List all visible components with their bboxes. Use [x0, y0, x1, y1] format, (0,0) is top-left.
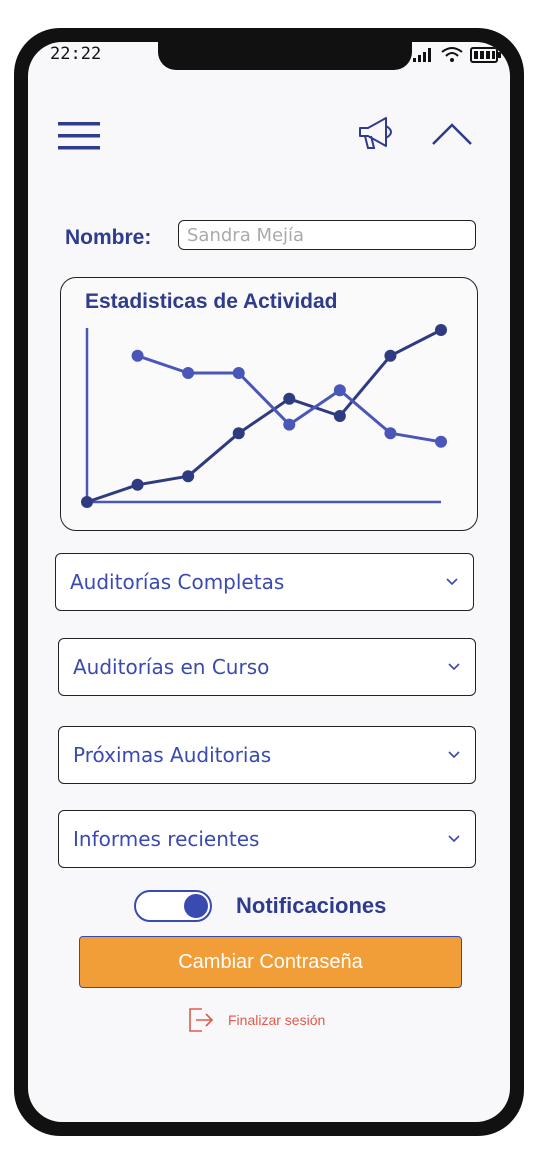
series-0-point: [333, 410, 346, 422]
chart-title: Estadisticas de Actividad: [85, 290, 338, 313]
status-icons: [412, 46, 502, 64]
series-1-point: [384, 427, 397, 440]
notifications-label: Notificaciones: [236, 893, 387, 918]
series-1-point: [333, 384, 346, 397]
notifications-toggle[interactable]: [134, 890, 212, 922]
chevron-down-icon: [448, 663, 460, 671]
hamburger-icon[interactable]: [58, 122, 100, 150]
change-password-button[interactable]: Cambiar Contraseña: [79, 936, 462, 988]
chevron-down-icon: [448, 751, 460, 759]
logout-label: Finalizar sesión: [228, 1012, 326, 1028]
phone-frame: 22:22: [14, 28, 524, 1136]
logout-link[interactable]: Finalizar sesión: [188, 1006, 325, 1034]
status-time: 22:22: [50, 44, 102, 64]
app-screen: 22:22: [28, 42, 510, 1122]
dropdown-informes-recientes[interactable]: Informes recientes: [58, 810, 476, 868]
name-label: Nombre:: [65, 226, 152, 249]
name-input[interactable]: [178, 220, 476, 250]
series-0-point: [435, 324, 447, 336]
chevron-down-icon: [446, 578, 458, 586]
activity-chart: [81, 324, 447, 508]
series-1-point: [435, 435, 447, 448]
chevron-up-icon[interactable]: [430, 120, 474, 148]
chevron-down-icon: [448, 835, 460, 843]
megaphone-icon[interactable]: [356, 112, 400, 156]
series-1-point: [283, 418, 296, 431]
series-0-point: [283, 392, 296, 405]
dropdown-label: Informes recientes: [73, 827, 260, 851]
device-notch: [158, 42, 412, 70]
activity-chart-card: Estadisticas de Actividad: [60, 277, 478, 531]
series-0-point: [232, 427, 245, 440]
logout-icon: [189, 1008, 214, 1032]
series-1-point: [131, 349, 144, 362]
dropdown-label: Auditorías en Curso: [73, 655, 270, 679]
series-0-line: [86, 328, 442, 504]
battery-icon: [470, 47, 501, 63]
dropdown-auditorias-completas[interactable]: Auditorías Completas: [55, 553, 474, 611]
dropdown-label: Auditorías Completas: [70, 570, 285, 594]
signal-icon: [413, 48, 431, 62]
series-0-point: [131, 478, 144, 491]
series-1-point: [232, 367, 245, 379]
series-0-point: [384, 349, 397, 362]
dropdown-label: Próximas Auditorias: [73, 743, 272, 767]
dropdown-auditorias-en-curso[interactable]: Auditorías en Curso: [58, 638, 476, 696]
series-0-point: [182, 470, 195, 483]
wifi-icon: [441, 47, 463, 62]
toggle-knob: [184, 894, 208, 918]
series-0-point: [81, 496, 93, 508]
dropdown-proximas-auditorias[interactable]: Próximas Auditorias: [58, 726, 476, 784]
series-1-point: [182, 367, 195, 379]
